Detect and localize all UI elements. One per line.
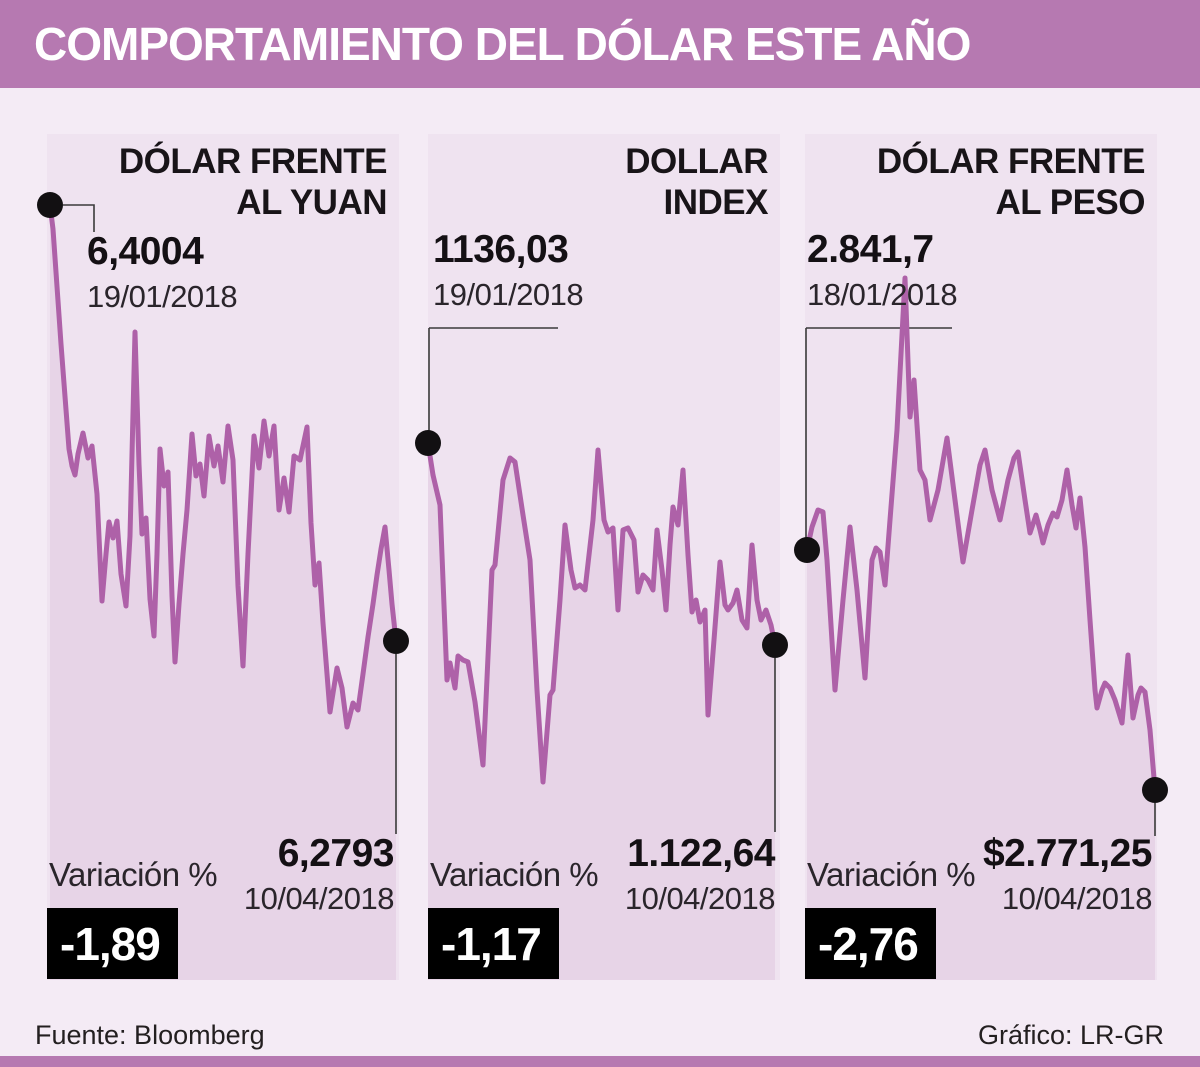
chart-title-peso: DÓLAR FRENTE AL PESO [876, 142, 1146, 223]
chart-title-line1: DÓLAR FRENTE [876, 142, 1146, 181]
line-chart-yuan [37, 192, 409, 980]
header-bar: COMPORTAMIENTO DEL DÓLAR ESTE AÑO [0, 0, 1200, 88]
chart-title-line2: AL YUAN [236, 182, 387, 222]
variation-badge: -1,17 [428, 908, 559, 979]
graphic-credit: Gráfico: LR-GR [977, 1020, 1164, 1050]
end-value-label: 6,2793 10/04/2018 [243, 832, 395, 917]
end-date: 10/04/2018 [1001, 881, 1153, 916]
start-date: 19/01/2018 [433, 277, 584, 312]
start-value: 6,4004 [87, 230, 204, 273]
variation-value: -1,17 [441, 917, 542, 970]
panel-dolar-yuan: DÓLAR FRENTE AL YUAN 6,4004 19/01/2018 6… [37, 134, 409, 980]
variation-label: Variación % [430, 856, 599, 893]
variation-value: -2,76 [818, 917, 919, 970]
line-chart-peso [794, 275, 1168, 980]
end-value: 1.122,64 [627, 832, 775, 875]
start-value-label: 1136,03 19/01/2018 [433, 228, 584, 313]
chart-title-yuan: DÓLAR FRENTE AL YUAN [118, 142, 388, 223]
end-date: 10/04/2018 [624, 881, 776, 916]
chart-title-line2: AL PESO [995, 182, 1145, 222]
end-value-label: $2.771,25 10/04/2018 [982, 832, 1153, 917]
start-date: 19/01/2018 [87, 279, 238, 314]
chart-title-line2: INDEX [663, 182, 769, 222]
start-value: 1136,03 [433, 228, 569, 271]
end-value-label: 1.122,64 10/04/2018 [624, 832, 776, 917]
variation-value: -1,89 [60, 917, 161, 970]
end-date: 10/04/2018 [243, 881, 395, 916]
start-date: 18/01/2018 [807, 277, 958, 312]
source-credit: Fuente: Bloomberg [35, 1020, 265, 1050]
start-value-label: 2.841,7 18/01/2018 [807, 228, 958, 313]
panel-dolar-peso: DÓLAR FRENTE AL PESO 2.841,7 18/01/2018 … [794, 134, 1168, 980]
footer-bar [0, 1056, 1200, 1067]
page-title: COMPORTAMIENTO DEL DÓLAR ESTE AÑO [34, 18, 971, 70]
end-value: 6,2793 [277, 832, 395, 875]
start-value: 2.841,7 [807, 228, 934, 271]
start-value-label: 6,4004 19/01/2018 [87, 230, 238, 315]
panel-dollar-index: DOLLAR INDEX 1136,03 19/01/2018 1.122,64… [415, 134, 788, 980]
variation-label: Variación % [49, 856, 218, 893]
variation-badge: -2,76 [805, 908, 936, 979]
line-chart-dollar-index [415, 327, 788, 980]
chart-title-line1: DÓLAR FRENTE [118, 142, 388, 181]
chart-title-dollar-index: DOLLAR INDEX [625, 142, 768, 223]
chart-title-line1: DOLLAR [625, 142, 768, 181]
end-value: $2.771,25 [982, 832, 1153, 875]
variation-badge: -1,89 [47, 908, 178, 979]
variation-label: Variación % [807, 856, 976, 893]
